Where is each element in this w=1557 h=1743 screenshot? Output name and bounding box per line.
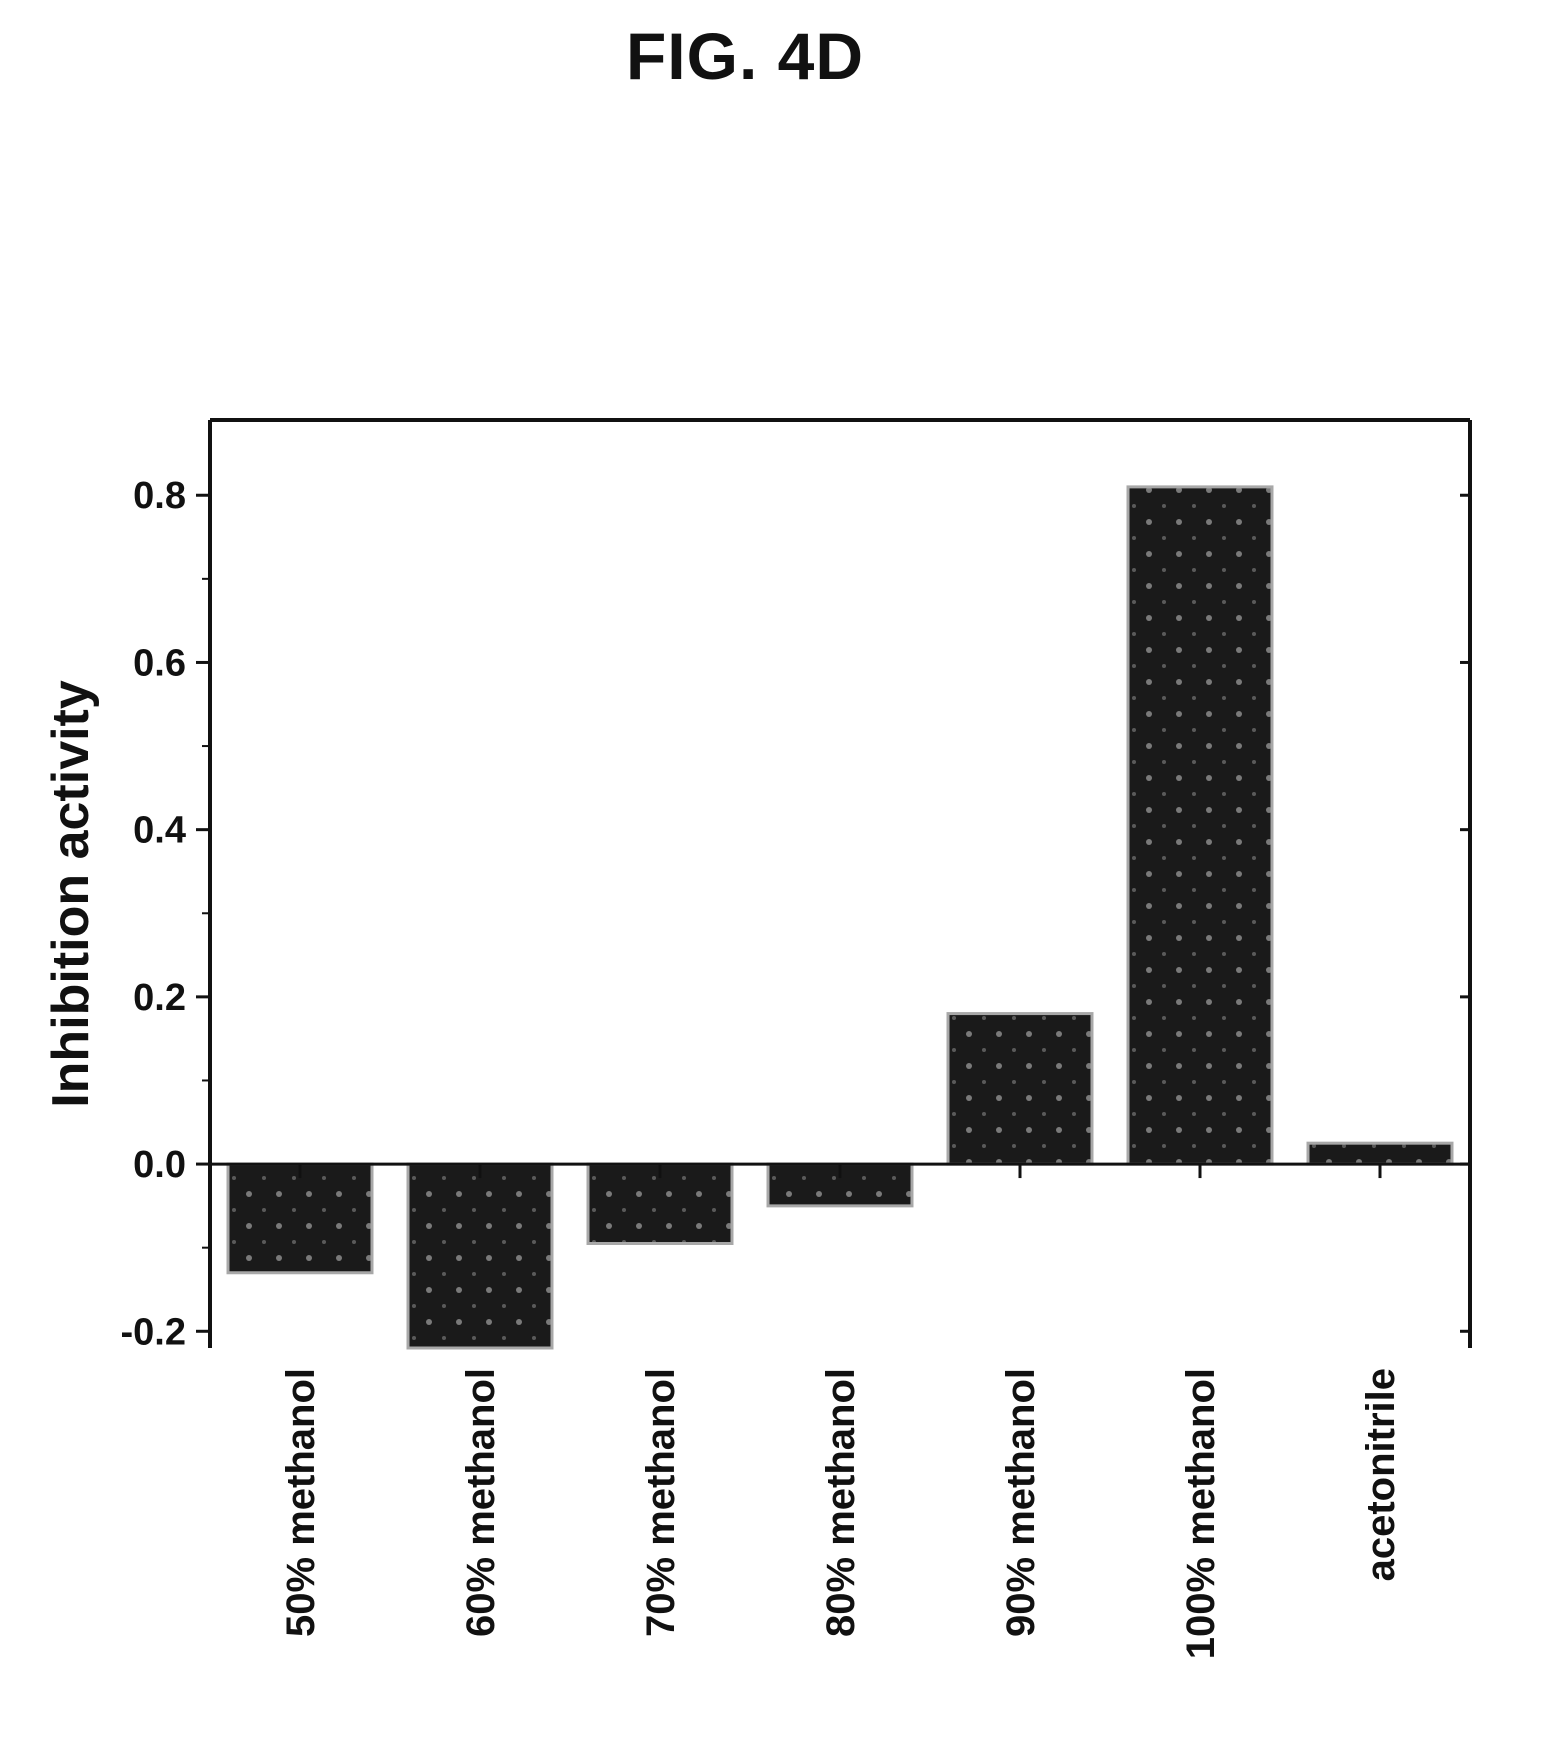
x-category-label: 90% methanol <box>999 1368 1043 1637</box>
x-category-label: 80% methanol <box>819 1368 863 1637</box>
y-tick-label: 0.0 <box>133 1144 186 1186</box>
bar-5 <box>946 1012 1094 1166</box>
y-tick-label: 0.4 <box>133 810 186 852</box>
y-tick-label: 0.6 <box>133 642 186 684</box>
figure-title: FIG. 4D <box>625 19 865 93</box>
plot-frame <box>208 418 1472 1348</box>
x-category-label: acetonitrile <box>1359 1368 1403 1581</box>
y-axis-title: Inhibition activity <box>42 680 100 1108</box>
y-tick-label: 0.2 <box>133 977 186 1019</box>
x-category-label: 60% methanol <box>459 1368 503 1637</box>
bar-2 <box>406 1162 554 1350</box>
axes-layer <box>196 493 1470 1333</box>
x-category-label: 70% methanol <box>639 1368 683 1637</box>
bar-1 <box>226 1162 374 1275</box>
bar-7 <box>1306 1141 1454 1166</box>
y-tick-label: -0.2 <box>121 1311 186 1353</box>
x-category-label: 100% methanol <box>1179 1368 1223 1659</box>
y-tick-label: 0.8 <box>133 475 186 517</box>
bars-layer <box>226 485 1454 1350</box>
bar-6 <box>1126 485 1274 1166</box>
x-category-label: 50% methanol <box>279 1368 323 1637</box>
labels-layer: -0.2 0.0 0.2 0.4 0.6 0.8 50% methanol 60% metha… <box>42 475 1403 1659</box>
